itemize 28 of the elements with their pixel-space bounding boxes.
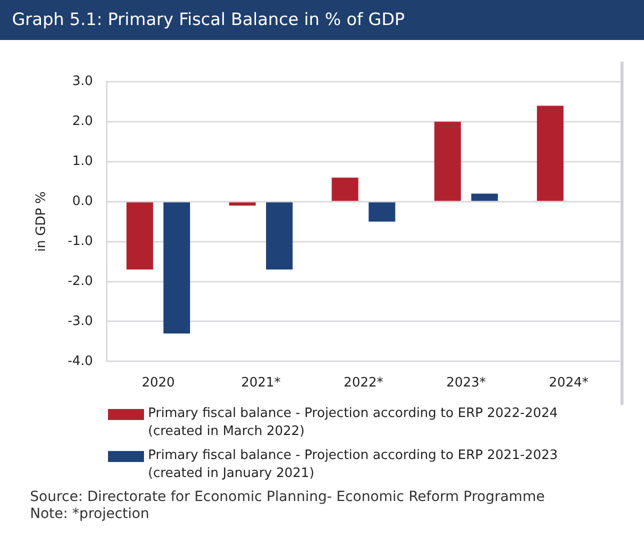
bar	[229, 202, 256, 206]
y-tick-label: -2.0	[68, 274, 93, 289]
bar	[471, 194, 498, 201]
y-tick-label: -1.0	[68, 234, 93, 249]
bar	[536, 106, 564, 201]
y-tick-label: 2.0	[72, 114, 93, 130]
y-axis-title: in GDP %	[34, 191, 50, 252]
x-tick-label: 2023*	[446, 376, 486, 391]
bar	[266, 202, 293, 270]
chart-title: Graph 5.1: Primary Fiscal Balance in % of GDP	[0, 0, 644, 40]
y-tick-label: -4.0	[68, 354, 93, 369]
y-tick-label: 0.0	[72, 194, 93, 210]
bar	[368, 202, 396, 222]
bar	[434, 122, 461, 201]
bar	[332, 178, 358, 201]
x-tick-label: 2022*	[344, 376, 384, 391]
y-tick-label: 3.0	[72, 74, 93, 90]
legend-label: Primary fiscal balance - Projection according to ERP 2022-2024 (created in March 2022)	[148, 405, 559, 441]
x-tick-label: 2021*	[241, 376, 282, 391]
source-note: Source: Directorate for Economic Planning- Economic Reform Programme	[30, 489, 546, 506]
text: Note: *projection	[30, 506, 150, 523]
bar	[126, 202, 154, 270]
x-tick-label: 2024*	[548, 376, 589, 391]
bar	[163, 202, 190, 334]
legend-label: Primary fiscal balance - Projection according to ERP 2021-2023 (created in January 2021)	[148, 447, 559, 483]
y-tick-label: 1.0	[72, 154, 93, 170]
y-tick-label: -3.0	[68, 314, 93, 329]
x-tick-label: 2020	[142, 376, 175, 391]
